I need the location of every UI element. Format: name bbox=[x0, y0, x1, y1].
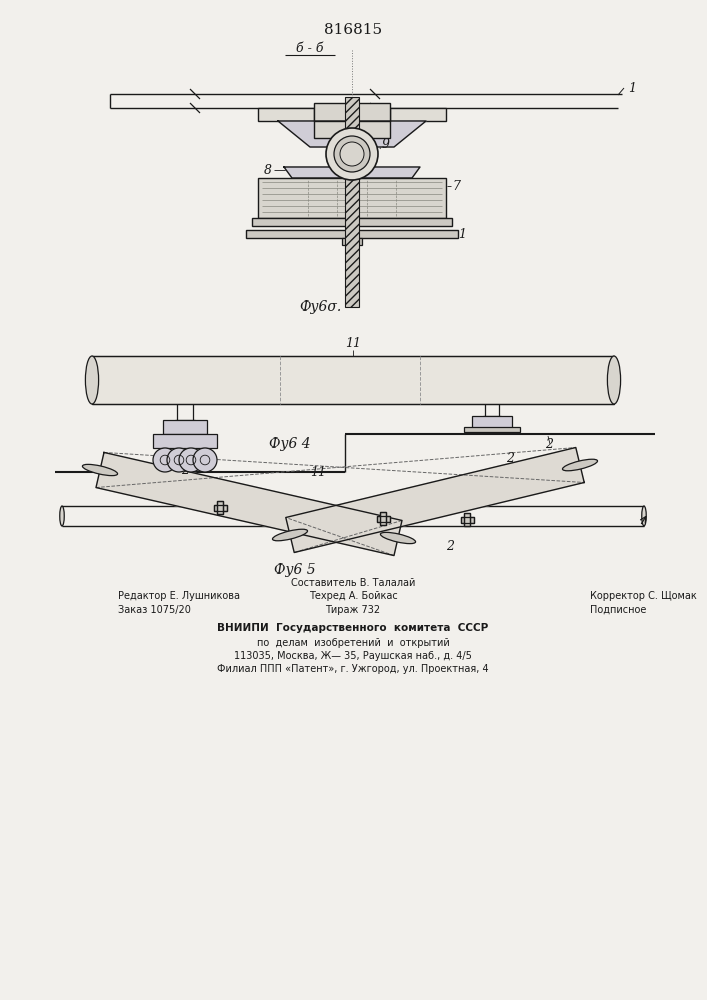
Bar bbox=[214, 505, 227, 511]
Text: 2: 2 bbox=[545, 438, 553, 450]
Bar bbox=[461, 517, 474, 523]
Text: 2: 2 bbox=[506, 452, 514, 464]
Bar bbox=[314, 108, 390, 138]
Text: Корректор С. Щомак: Корректор С. Щомак bbox=[590, 591, 697, 601]
Text: 11: 11 bbox=[310, 466, 326, 480]
Text: Заказ 1075/20: Заказ 1075/20 bbox=[118, 605, 191, 615]
Text: 7: 7 bbox=[452, 180, 460, 192]
Bar bbox=[377, 516, 390, 522]
Bar bbox=[252, 218, 452, 226]
Text: Фу6 5: Фу6 5 bbox=[274, 563, 316, 577]
Circle shape bbox=[334, 136, 370, 172]
Bar bbox=[214, 505, 227, 511]
Text: 816815: 816815 bbox=[324, 23, 382, 37]
Ellipse shape bbox=[60, 506, 64, 526]
Ellipse shape bbox=[272, 529, 308, 541]
Circle shape bbox=[179, 448, 203, 472]
Circle shape bbox=[193, 448, 217, 472]
Text: Техред А. Бойкас: Техред А. Бойкас bbox=[309, 591, 397, 601]
Text: Фу6 4: Фу6 4 bbox=[269, 437, 311, 451]
Text: Редактор Е. Лушникова: Редактор Е. Лушникова bbox=[118, 591, 240, 601]
Ellipse shape bbox=[642, 506, 646, 526]
Bar bbox=[163, 420, 207, 434]
Circle shape bbox=[153, 448, 177, 472]
Circle shape bbox=[326, 128, 378, 180]
Circle shape bbox=[167, 448, 191, 472]
Ellipse shape bbox=[380, 532, 416, 544]
Bar bbox=[314, 103, 390, 121]
Text: 11: 11 bbox=[345, 337, 361, 350]
Text: 2: 2 bbox=[446, 540, 454, 552]
Bar bbox=[380, 512, 386, 525]
Bar bbox=[464, 513, 470, 526]
Polygon shape bbox=[278, 121, 426, 147]
Bar bbox=[472, 416, 512, 428]
Circle shape bbox=[340, 142, 364, 166]
Polygon shape bbox=[286, 448, 584, 552]
Text: Фу6σ.: Фу6σ. bbox=[299, 300, 341, 314]
Bar bbox=[345, 97, 359, 307]
Ellipse shape bbox=[563, 459, 597, 471]
Ellipse shape bbox=[607, 356, 621, 404]
Bar bbox=[464, 513, 470, 526]
Text: ВНИИПИ  Государственного  комитета  СССР: ВНИИПИ Государственного комитета СССР bbox=[217, 623, 489, 633]
Bar bbox=[380, 512, 386, 525]
Bar bbox=[92, 356, 614, 404]
Ellipse shape bbox=[86, 356, 98, 404]
Text: Подписное: Подписное bbox=[590, 605, 646, 615]
Text: 2: 2 bbox=[181, 464, 189, 477]
Text: 8: 8 bbox=[264, 163, 272, 176]
Bar bbox=[461, 517, 474, 523]
Bar bbox=[217, 501, 223, 514]
Polygon shape bbox=[284, 167, 420, 178]
Bar bbox=[342, 238, 362, 245]
Text: Тираж 732: Тираж 732 bbox=[325, 605, 380, 615]
Text: б - б: б - б bbox=[296, 42, 324, 55]
Bar bbox=[246, 230, 458, 238]
Text: 113035, Москва, Ж— 35, Раушская наб., д. 4/5: 113035, Москва, Ж— 35, Раушская наб., д.… bbox=[234, 651, 472, 661]
Text: 1: 1 bbox=[458, 229, 466, 241]
Text: 1: 1 bbox=[628, 82, 636, 95]
Text: Филиал ППП «Патент», г. Ужгород, ул. Проектная, 4: Филиал ППП «Патент», г. Ужгород, ул. Про… bbox=[217, 664, 489, 674]
Bar bbox=[217, 501, 223, 514]
Ellipse shape bbox=[83, 464, 117, 476]
Bar bbox=[258, 178, 446, 218]
Polygon shape bbox=[96, 452, 402, 556]
Text: 9: 9 bbox=[382, 137, 390, 150]
Bar bbox=[153, 434, 217, 448]
Bar bbox=[377, 516, 390, 522]
Text: по  делам  изобретений  и  открытий: по делам изобретений и открытий bbox=[257, 638, 450, 648]
Text: Составитель В. Талалай: Составитель В. Талалай bbox=[291, 578, 415, 588]
Bar bbox=[464, 427, 520, 432]
Bar bbox=[258, 108, 446, 121]
